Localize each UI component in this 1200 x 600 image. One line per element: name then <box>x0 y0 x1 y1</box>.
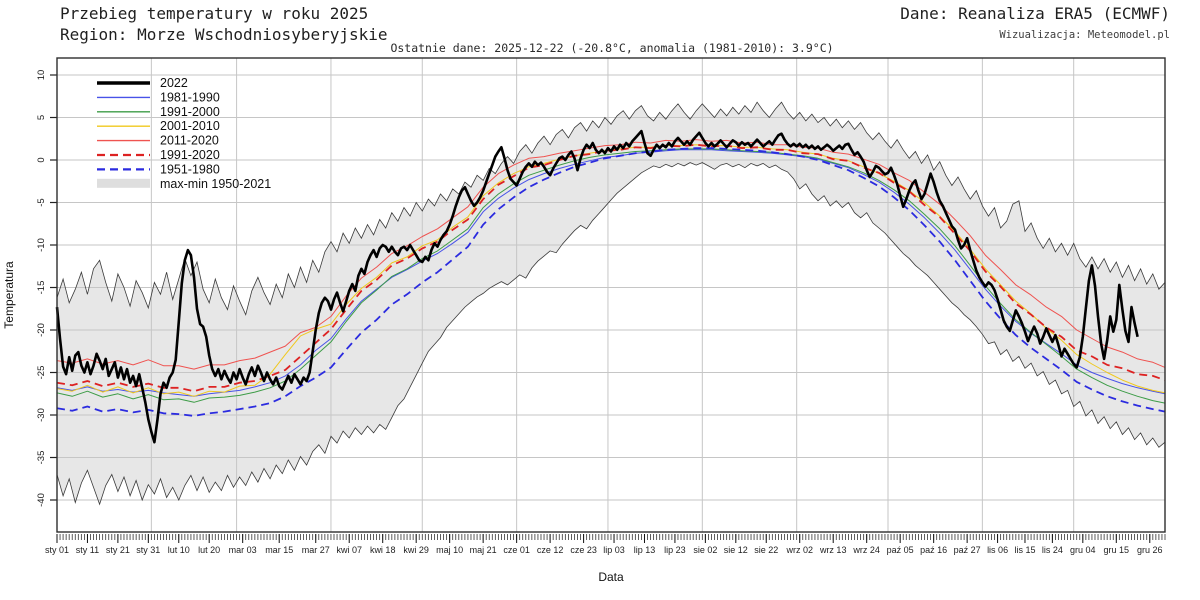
x-tick-label: mar 03 <box>229 545 257 555</box>
x-tick-label: sty 01 <box>45 545 69 555</box>
plot-border <box>56 57 1166 533</box>
legend-item-1991-2020: 1991-2020 <box>97 148 220 162</box>
x-tick-label: maj 21 <box>470 545 497 555</box>
legend-label: 1991-2020 <box>160 148 220 162</box>
band-lower-edge <box>56 162 1166 506</box>
y-axis-title: Temperatura <box>2 261 16 329</box>
legend-item-maxmin: max-min 1950-2021 <box>97 177 271 191</box>
page-title: Przebieg temperatury w roku 2025 <box>60 4 368 23</box>
gridlines <box>57 58 1165 532</box>
data-source: Dane: Reanaliza ERA5 (ECMWF) <box>900 4 1170 23</box>
legend-label: max-min 1950-2021 <box>160 177 271 191</box>
legend-item-2001-2010: 2001-2010 <box>97 119 220 133</box>
y-tick-label: -5 <box>36 198 47 206</box>
x-axis-title: Data <box>598 570 624 584</box>
series-2022 <box>55 129 1139 444</box>
legend: 20221981-19901991-20002001-20102011-2020… <box>97 76 271 191</box>
x-tick-label: cze 23 <box>570 545 597 555</box>
x-tick-label: lut 20 <box>198 545 220 555</box>
x-tick-label: kwi 18 <box>370 545 396 555</box>
y-tick-label: -25 <box>36 366 47 380</box>
legend-item-1951-1980: 1951-1980 <box>97 162 220 176</box>
region-subtitle: Region: Morze Wschodniosyberyjskie <box>60 25 388 44</box>
y-tick-label: -15 <box>36 281 47 295</box>
latest-data-subtitle: Ostatnie dane: 2025-12-22 (-20.8°C, anom… <box>390 41 833 55</box>
series-1951-1980 <box>56 147 1166 417</box>
x-tick-label: paź 16 <box>920 545 947 555</box>
x-tick-label: lip 23 <box>664 545 686 555</box>
legend-label: 2011-2020 <box>160 134 219 148</box>
x-tick-label: sie 22 <box>754 545 778 555</box>
legend-item-2011-2020: 2011-2020 <box>97 134 219 148</box>
series-2011-2020 <box>56 139 1166 370</box>
x-tick-label: mar 15 <box>265 545 293 555</box>
x-tick-label: paź 27 <box>954 545 981 555</box>
legend-label: 2001-2010 <box>160 119 220 133</box>
y-tick-label: 10 <box>36 70 47 81</box>
x-tick-label: lip 03 <box>603 545 625 555</box>
legend-label: 2022 <box>160 76 188 90</box>
x-tick-label: lis 24 <box>1042 545 1063 555</box>
x-tick-label: gru 15 <box>1104 545 1130 555</box>
x-axis: sty 01 sty 11 sty 21 sty 31 lut 10 lut 20 mar … <box>45 534 1166 555</box>
x-tick-label: sty 31 <box>136 545 160 555</box>
legend-label: 1991-2000 <box>160 105 220 119</box>
x-tick-label: sty 21 <box>106 545 130 555</box>
x-tick-label: cze 01 <box>503 545 530 555</box>
x-tick-label: maj 10 <box>436 545 463 555</box>
legend-label: 1951-1980 <box>160 162 220 176</box>
x-tick-label: lis 15 <box>1014 545 1035 555</box>
x-tick-label: lis 06 <box>987 545 1008 555</box>
x-tick-label: gru 26 <box>1137 545 1163 555</box>
y-tick-label: 0 <box>36 157 47 162</box>
x-tick-label: lip 13 <box>634 545 656 555</box>
x-tick-label: kwi 07 <box>336 545 362 555</box>
x-tick-label: kwi 29 <box>403 545 429 555</box>
y-tick-label: -10 <box>36 238 47 252</box>
legend-item-1981-1990: 1981-1990 <box>97 90 220 104</box>
x-tick-label: mar 27 <box>302 545 330 555</box>
x-tick-label: cze 12 <box>537 545 564 555</box>
x-tick-label: wrz 13 <box>819 545 847 555</box>
y-tick-label: -35 <box>36 451 47 465</box>
series-1981-1990 <box>56 149 1166 397</box>
y-tick-label: 5 <box>36 115 47 120</box>
x-tick-label: gru 04 <box>1070 545 1096 555</box>
y-tick-label: -20 <box>36 323 47 337</box>
credit: Wizualizacja: Meteomodel.pl <box>999 29 1170 41</box>
band-upper-edge <box>56 101 1166 316</box>
x-tick-label: lut 10 <box>168 545 190 555</box>
x-tick-label: paź 05 <box>887 545 914 555</box>
y-tick-label: -30 <box>36 408 47 422</box>
legend-item-2022: 2022 <box>97 76 188 90</box>
legend-item-1991-2000: 1991-2000 <box>97 105 220 119</box>
x-tick-label: wrz 02 <box>785 545 813 555</box>
x-tick-label: sty 11 <box>76 545 99 555</box>
x-tick-label: sie 12 <box>724 545 748 555</box>
x-tick-label: sie 02 <box>693 545 717 555</box>
y-tick-label: -40 <box>36 493 47 507</box>
legend-band-swatch <box>97 178 150 188</box>
legend-label: 1981-1990 <box>160 90 220 104</box>
y-axis: 10 5 0 -5 -10 -15 -20 -25 -30 -35 -40 <box>36 70 57 507</box>
x-tick-label: wrz 24 <box>852 545 880 555</box>
